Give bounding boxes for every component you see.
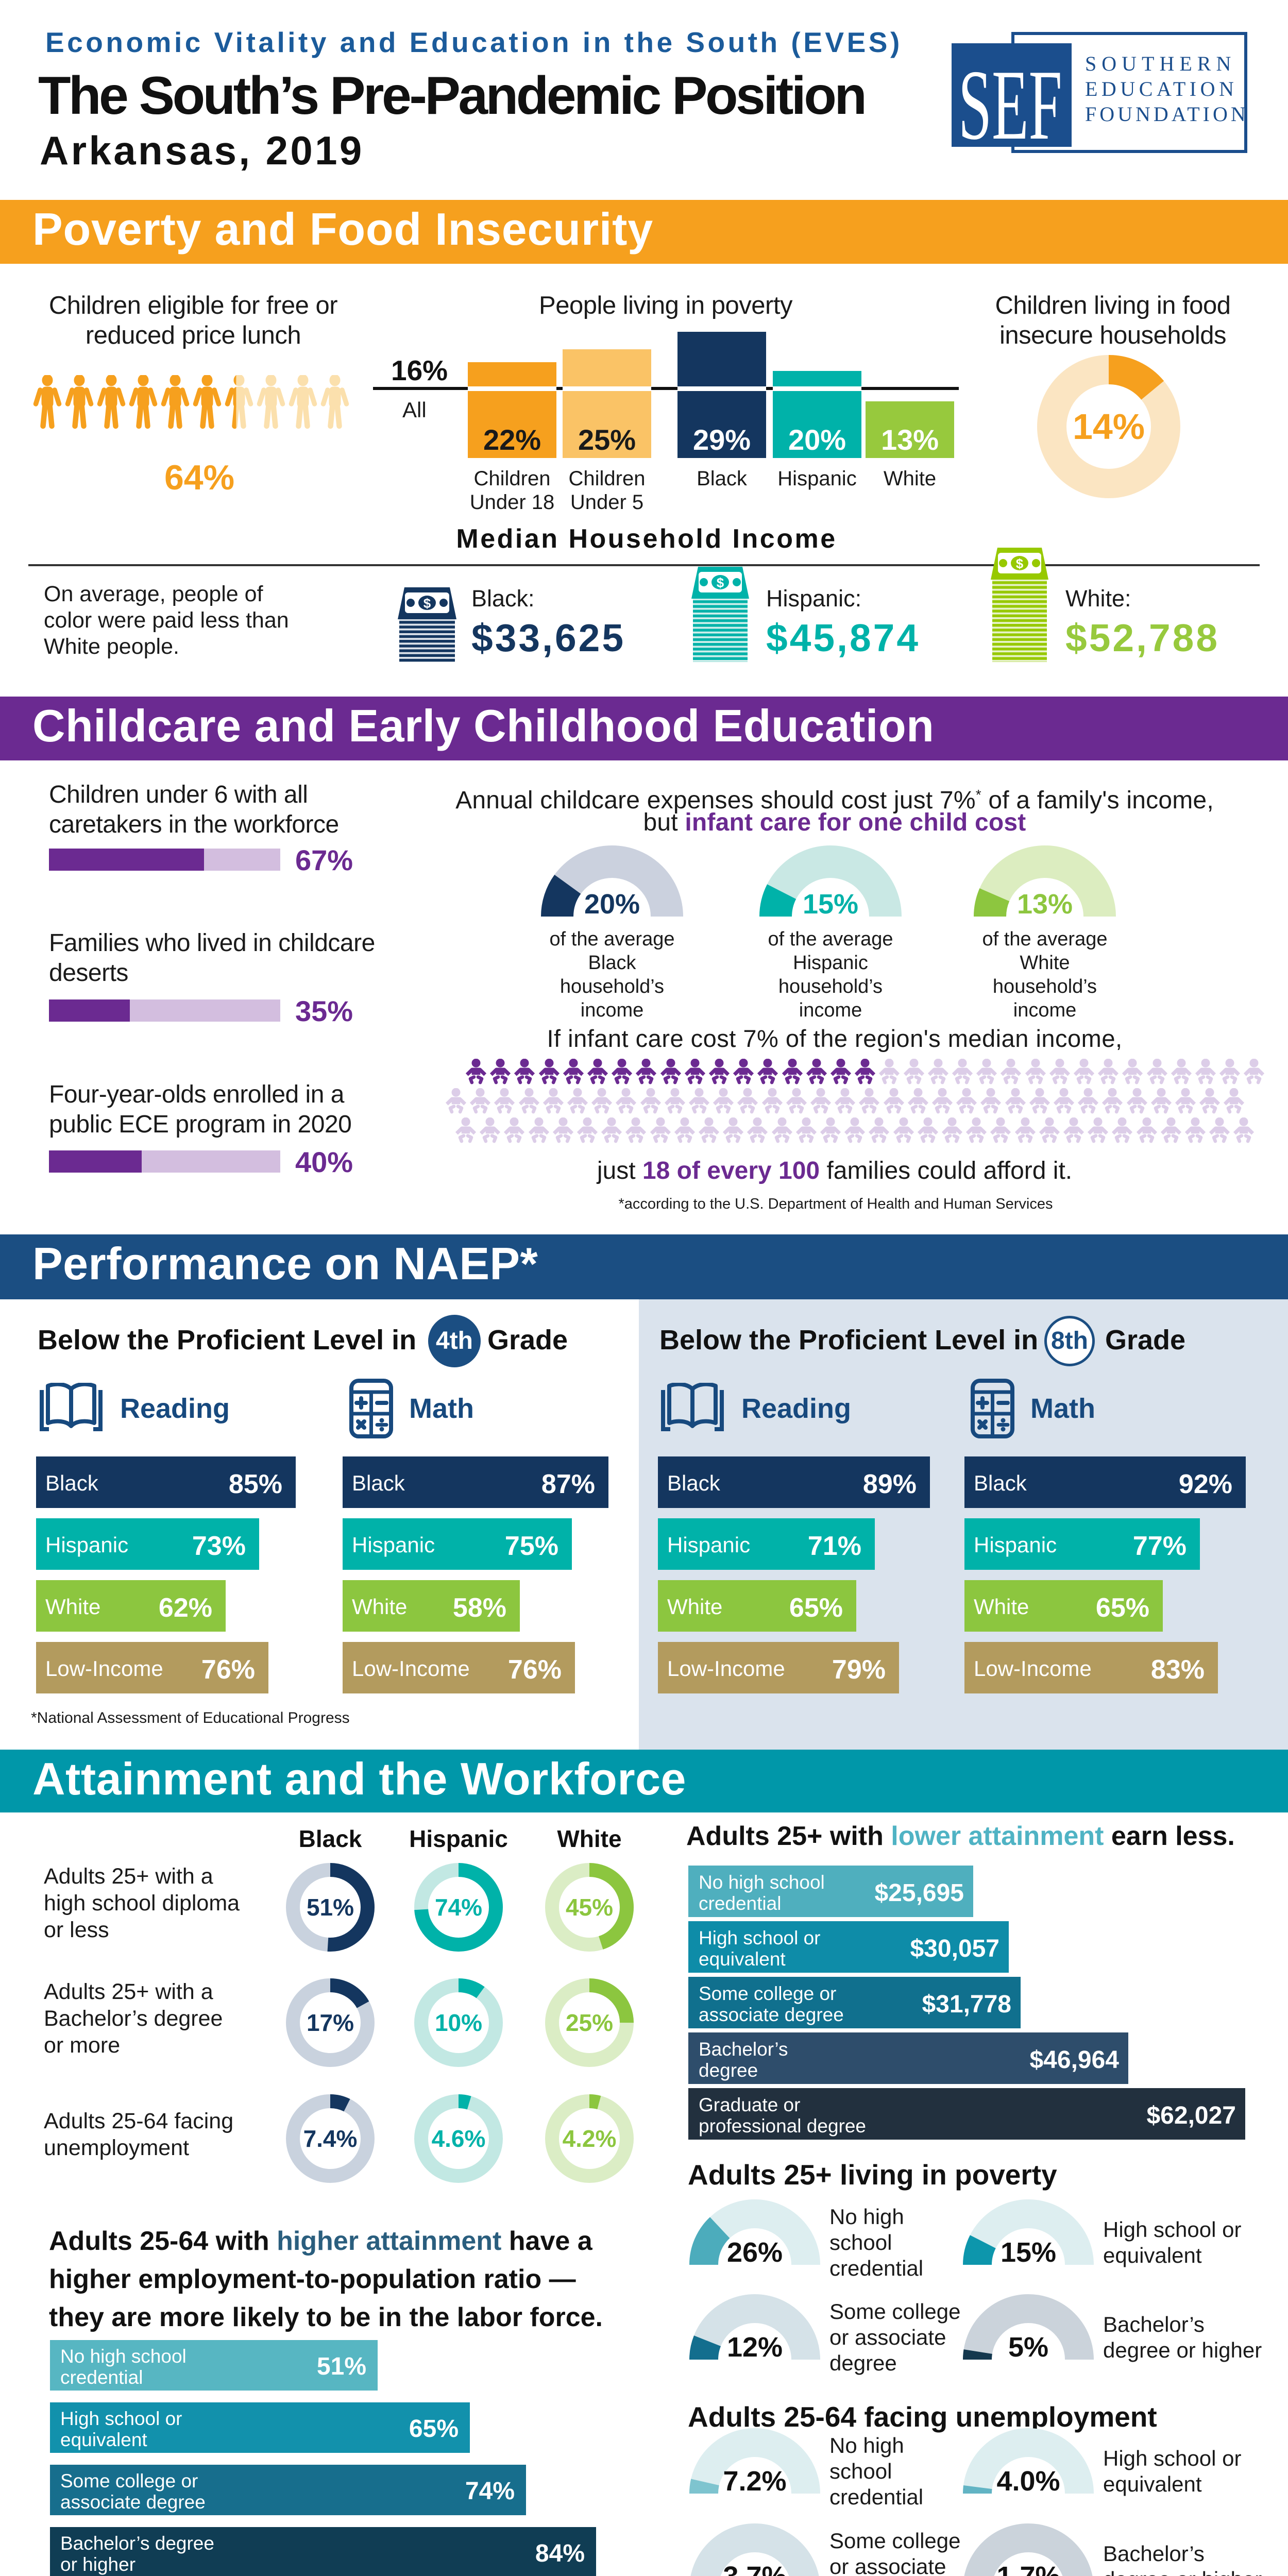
svg-text:$: $ xyxy=(717,575,724,590)
svg-text:$: $ xyxy=(423,596,431,611)
svg-text:$: $ xyxy=(1016,556,1024,571)
